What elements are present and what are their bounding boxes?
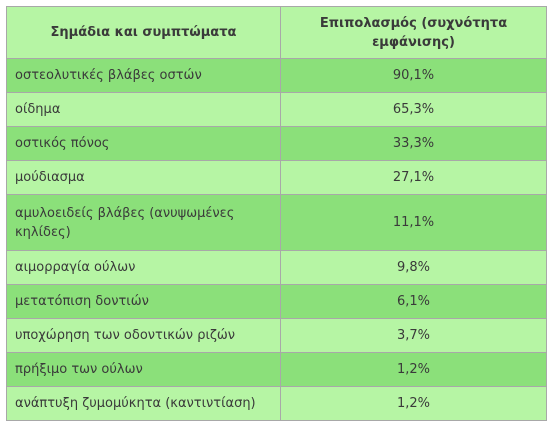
prevalence-cell: 65,3% <box>280 92 547 127</box>
table-row: οστικός πόνος 33,3% <box>6 126 547 161</box>
sign-cell: αιμορραγία ούλων <box>6 250 281 285</box>
header-signs-symptoms: Σημάδια και συμπτώματα <box>6 6 281 59</box>
prevalence-cell: 33,3% <box>280 126 547 161</box>
sign-cell: οίδημα <box>6 92 281 127</box>
sign-cell: οστικός πόνος <box>6 126 281 161</box>
prevalence-cell: 9,8% <box>280 250 547 285</box>
table-row: πρήξιμο των ούλων 1,2% <box>6 352 547 387</box>
table-row: υποχώρηση των οδοντικών ριζών 3,7% <box>6 318 547 353</box>
sign-cell: υποχώρηση των οδοντικών ριζών <box>6 318 281 353</box>
table-row: αιμορραγία ούλων 9,8% <box>6 250 547 285</box>
sign-cell: πρήξιμο των ούλων <box>6 352 281 387</box>
sign-cell: οστεολυτικές βλάβες οστών <box>6 58 281 93</box>
prevalence-cell: 1,2% <box>280 386 547 421</box>
header-prevalence: Επιπολασμός (συχνότητα εμφάνισης) <box>280 6 547 59</box>
prevalence-cell: 3,7% <box>280 318 547 353</box>
table-header-row: Σημάδια και συμπτώματα Επιπολασμός (συχν… <box>6 6 547 59</box>
table-row: οστεολυτικές βλάβες οστών 90,1% <box>6 58 547 93</box>
table-row: οίδημα 65,3% <box>6 92 547 127</box>
prevalence-cell: 6,1% <box>280 284 547 319</box>
table-row: αμυλοειδείς βλάβες (ανυψωμένες κηλίδες) … <box>6 194 547 251</box>
table-row: ανάπτυξη ζυμομύκητα (καντιντίαση) 1,2% <box>6 386 547 421</box>
prevalence-table: Σημάδια και συμπτώματα Επιπολασμός (συχν… <box>6 6 547 421</box>
sign-cell: ανάπτυξη ζυμομύκητα (καντιντίαση) <box>6 386 281 421</box>
sign-cell: μετατόπιση δοντιών <box>6 284 281 319</box>
sign-cell: αμυλοειδείς βλάβες (ανυψωμένες κηλίδες) <box>6 194 281 251</box>
prevalence-cell: 90,1% <box>280 58 547 93</box>
sign-cell: μούδιασμα <box>6 160 281 195</box>
prevalence-cell: 11,1% <box>280 194 547 251</box>
prevalence-cell: 27,1% <box>280 160 547 195</box>
prevalence-cell: 1,2% <box>280 352 547 387</box>
table-row: μετατόπιση δοντιών 6,1% <box>6 284 547 319</box>
table-row: μούδιασμα 27,1% <box>6 160 547 195</box>
